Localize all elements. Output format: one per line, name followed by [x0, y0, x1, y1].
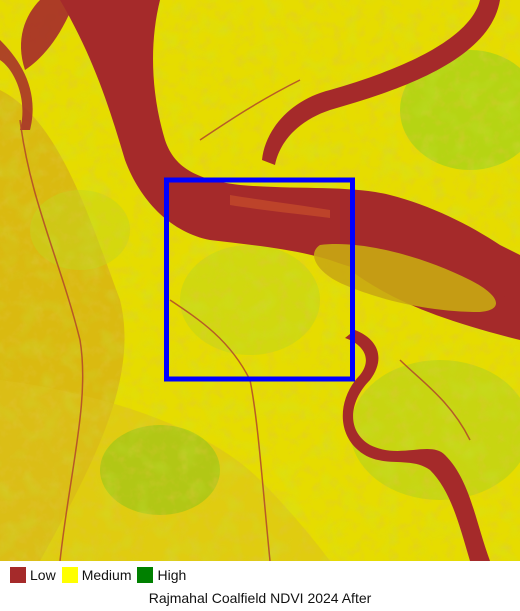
river-channel-detail: [230, 195, 330, 218]
legend-item-high: High: [137, 567, 186, 583]
legend-item-medium: Medium: [61, 567, 132, 583]
ndvi-raster: [0, 0, 520, 561]
legend-swatch-medium: [61, 567, 78, 583]
legend-swatch-high: [137, 567, 154, 583]
legend-item-low: Low: [10, 567, 56, 583]
study-area-box: [164, 177, 355, 382]
ndvi-map: [0, 0, 520, 561]
legend-label-low: Low: [30, 567, 56, 583]
legend: Low Medium High: [10, 566, 192, 584]
map-title: Rajmahal Coalfield NDVI 2024 After: [148, 590, 372, 606]
legend-label-high: High: [157, 567, 187, 583]
legend-label-medium: Medium: [81, 567, 132, 583]
streams: [19, 79, 471, 561]
legend-swatch-low: [10, 567, 26, 583]
river-island: [314, 244, 497, 312]
